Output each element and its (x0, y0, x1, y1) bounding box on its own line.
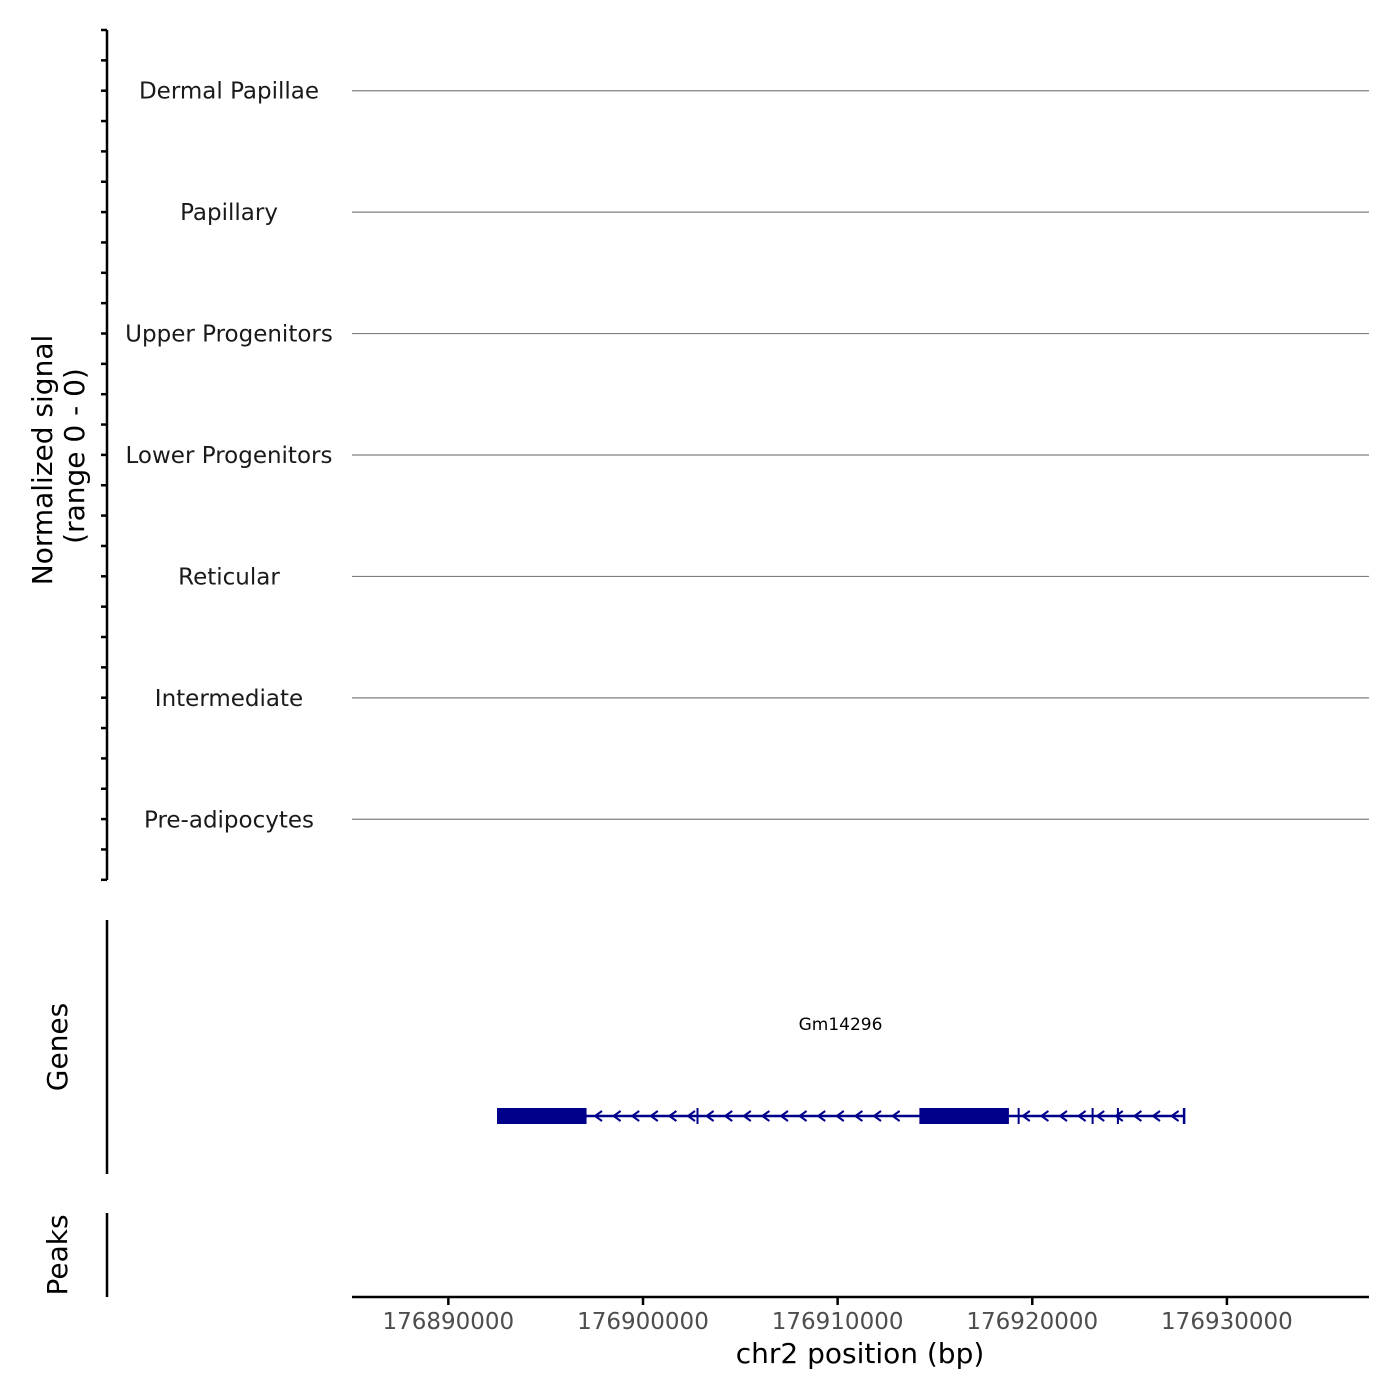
genes-panel-title: Genes (41, 1003, 74, 1091)
x-axis-title: chr2 position (bp) (736, 1337, 985, 1370)
genes-panel: Genes Gm14296 (41, 920, 1186, 1174)
strand-chevron (593, 1110, 603, 1122)
strand-chevron (1169, 1110, 1180, 1122)
strand-chevron (1058, 1110, 1068, 1122)
strand-chevron (742, 1110, 752, 1122)
strand-chevron (872, 1110, 882, 1122)
strand-chevron (649, 1110, 659, 1122)
strand-chevron (760, 1110, 770, 1122)
strand-chevron (853, 1110, 863, 1122)
coverage-track: Intermediate (155, 686, 1369, 712)
strand-chevron (1132, 1110, 1142, 1122)
x-tick-label: 176900000 (577, 1309, 709, 1335)
strand-chevron (1095, 1110, 1105, 1122)
gene-name-label: Gm14296 (799, 1015, 883, 1035)
strand-chevron (1114, 1110, 1124, 1122)
coverage-track: Upper Progenitors (125, 322, 1369, 348)
strand-chevron (667, 1110, 677, 1122)
strand-chevron (611, 1110, 622, 1122)
coverage-tracks: Dermal Papillae Papillary Upper Progenitor… (125, 79, 1369, 833)
gene-model: Gm14296 (497, 1015, 1186, 1124)
strand-chevron (1076, 1110, 1087, 1122)
coverage-track-label: Pre-adipocytes (144, 807, 314, 833)
peaks-panel: Peaks (41, 1213, 109, 1297)
strand-chevron (816, 1110, 826, 1122)
coverage-panel: Dermal Papillae Papillary Upper Progenitor… (26, 28, 1369, 882)
strand-chevron (1039, 1110, 1049, 1122)
coverage-track-label: Reticular (178, 564, 280, 590)
strand-chevron (686, 1110, 696, 1122)
coverage-track-label: Papillary (180, 200, 278, 226)
strand-chevron (704, 1110, 715, 1122)
coverage-track: Papillary (180, 200, 1369, 226)
x-axis: 176890000 176900000 176910000 176920000 1769… (352, 1295, 1369, 1370)
coverage-track-label: Upper Progenitors (125, 322, 333, 348)
peaks-panel-title: Peaks (41, 1214, 74, 1295)
x-tick-label: 176920000 (966, 1309, 1098, 1335)
strand-chevron (890, 1110, 901, 1122)
strand-chevron (630, 1110, 640, 1122)
coverage-track: Reticular (178, 564, 1369, 590)
coverage-y-subtitle: (range 0 - 0) (58, 368, 91, 544)
coverage-y-title: Normalized signal (26, 335, 59, 586)
strand-chevron (1021, 1110, 1031, 1122)
coverage-track: Pre-adipocytes (144, 807, 1369, 833)
gene-models: Gm14296 (497, 1015, 1186, 1124)
gene-exon (497, 1108, 587, 1124)
strand-chevron (835, 1110, 845, 1122)
coverage-track: Lower Progenitors (126, 443, 1369, 469)
x-axis-ticks: 176890000 176900000 176910000 176920000 1769… (382, 1297, 1293, 1335)
x-tick-label: 176910000 (772, 1309, 904, 1335)
strand-chevron (723, 1110, 733, 1122)
gene-exon (919, 1108, 1009, 1124)
coverage-y-ticks (101, 28, 107, 882)
coverage-track-label: Dermal Papillae (139, 79, 319, 105)
strand-chevron (779, 1110, 789, 1122)
strand-chevron (1151, 1110, 1161, 1122)
coverage-track: Dermal Papillae (139, 79, 1369, 105)
x-tick-label: 176930000 (1161, 1309, 1293, 1335)
strand-chevron (797, 1110, 808, 1122)
coverage-track-label: Lower Progenitors (126, 443, 333, 469)
x-tick-label: 176890000 (382, 1309, 514, 1335)
coverage-track-label: Intermediate (155, 686, 303, 712)
